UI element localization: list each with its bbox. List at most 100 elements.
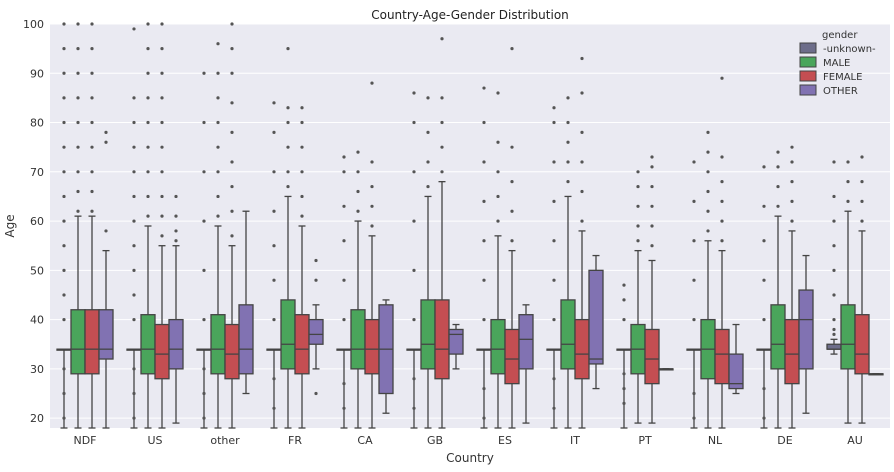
outlier-point bbox=[832, 318, 836, 322]
outlier-point bbox=[132, 96, 136, 100]
outlier-point bbox=[202, 318, 206, 322]
outlier-point bbox=[706, 229, 710, 233]
outlier-point bbox=[622, 386, 626, 391]
outlier-point bbox=[90, 170, 94, 174]
legend-swatch bbox=[799, 70, 817, 82]
outlier-point bbox=[202, 219, 206, 223]
outlier-point bbox=[132, 391, 136, 396]
outlier-point bbox=[174, 214, 178, 218]
box-DE-MALE bbox=[770, 150, 786, 429]
outlier-point bbox=[146, 71, 150, 75]
outlier-point bbox=[832, 194, 836, 199]
outlier-point bbox=[412, 91, 416, 95]
outlier-point bbox=[440, 145, 444, 149]
outlier-point bbox=[342, 204, 346, 208]
outlier-point bbox=[160, 120, 164, 125]
x-tick-label: ES bbox=[498, 434, 512, 447]
outlier-point bbox=[762, 278, 766, 282]
outlier-point bbox=[510, 47, 514, 51]
box bbox=[238, 304, 254, 375]
outlier-point bbox=[370, 224, 374, 228]
outlier-point bbox=[510, 209, 514, 213]
outlier-point bbox=[552, 239, 556, 243]
box bbox=[224, 323, 240, 380]
outlier-point bbox=[790, 145, 794, 149]
box-CA-OTHER bbox=[378, 299, 394, 414]
outlier-point bbox=[272, 101, 276, 105]
outlier-point bbox=[90, 22, 94, 26]
outlier-point bbox=[342, 406, 346, 410]
box bbox=[770, 304, 786, 370]
box-CA--unknown- bbox=[336, 155, 352, 429]
y-tick-label: 20 bbox=[30, 412, 44, 425]
outlier-point bbox=[482, 318, 486, 322]
outlier-point bbox=[62, 367, 66, 371]
outlier-point bbox=[356, 209, 360, 213]
outlier-point bbox=[636, 204, 640, 208]
box bbox=[168, 318, 184, 370]
outlier-point bbox=[76, 145, 80, 149]
outlier-point bbox=[356, 189, 360, 194]
outlier-point bbox=[580, 219, 584, 223]
outlier-point bbox=[90, 209, 94, 213]
outlier-point bbox=[706, 189, 710, 194]
outlier-point bbox=[272, 209, 276, 213]
outlier-point bbox=[552, 318, 556, 322]
outlier-point bbox=[580, 160, 584, 164]
outlier-point bbox=[230, 22, 234, 26]
x-tick-label: AU bbox=[847, 434, 863, 447]
outlier-point bbox=[90, 71, 94, 75]
outlier-point bbox=[650, 204, 654, 208]
outlier-point bbox=[846, 180, 850, 184]
box bbox=[728, 353, 744, 390]
outlier-point bbox=[622, 318, 626, 322]
outlier-point bbox=[146, 214, 150, 218]
outlier-point bbox=[356, 170, 360, 174]
outlier-point bbox=[216, 120, 220, 125]
outlier-point bbox=[160, 145, 164, 149]
outlier-point bbox=[622, 283, 626, 287]
legend-swatch bbox=[799, 42, 817, 54]
outlier-point bbox=[146, 170, 150, 174]
plot-area bbox=[50, 24, 890, 428]
outlier-point bbox=[160, 47, 164, 51]
outlier-point bbox=[762, 416, 766, 420]
outlier-point bbox=[132, 293, 136, 297]
outlier-point bbox=[832, 160, 836, 164]
x-tick-label: DE bbox=[777, 434, 792, 447]
x-tick-label: NDF bbox=[73, 434, 96, 447]
outlier-point bbox=[132, 194, 136, 199]
box bbox=[448, 328, 464, 355]
box bbox=[588, 269, 604, 365]
outlier-point bbox=[580, 56, 584, 61]
outlier-point bbox=[90, 96, 94, 100]
box bbox=[154, 323, 170, 380]
outlier-point bbox=[482, 160, 486, 164]
outlier-point bbox=[650, 224, 654, 228]
y-axis-title: Age bbox=[3, 214, 17, 237]
box bbox=[350, 309, 366, 370]
outlier-point bbox=[482, 199, 486, 203]
outlier-point bbox=[174, 239, 178, 243]
outlier-point bbox=[62, 318, 66, 322]
outlier-point bbox=[132, 145, 136, 149]
outlier-point bbox=[776, 184, 780, 189]
outlier-point bbox=[482, 120, 486, 125]
outlier-point bbox=[104, 140, 108, 144]
outlier-point bbox=[720, 199, 724, 203]
outlier-point bbox=[62, 47, 66, 51]
outlier-point bbox=[650, 155, 654, 159]
x-ticks: NDF US other FR CA GB ES IT PT NL DE AU bbox=[73, 434, 862, 447]
outlier-point bbox=[832, 332, 836, 336]
box-IT-FEMALE bbox=[574, 56, 590, 429]
outlier-point bbox=[216, 42, 220, 46]
outlier-point bbox=[832, 327, 836, 332]
outlier-point bbox=[174, 194, 178, 199]
box-AU-OTHER bbox=[868, 373, 884, 376]
x-tick-label: NL bbox=[708, 434, 723, 447]
box bbox=[70, 309, 86, 375]
outlier-point bbox=[286, 170, 290, 174]
outlier-point bbox=[62, 416, 66, 420]
box-IT-MALE bbox=[560, 96, 576, 429]
box-GB-OTHER bbox=[448, 323, 464, 370]
